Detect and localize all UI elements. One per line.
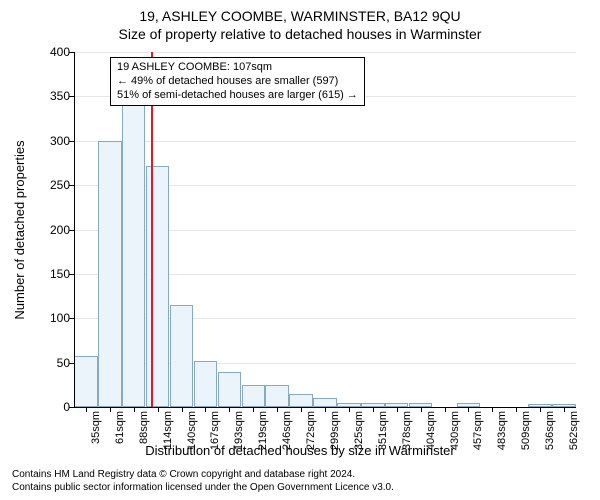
x-tick-label: 140sqm — [186, 411, 198, 451]
footer: Contains HM Land Registry data © Crown c… — [12, 468, 588, 494]
figure-root: 19, ASHLEY COOMBE, WARMINSTER, BA12 9QU … — [0, 0, 600, 500]
x-axis-line — [74, 407, 576, 408]
histogram-bar — [170, 305, 193, 407]
x-tick-label: 404sqm — [425, 411, 437, 451]
x-tick-label: 114sqm — [162, 411, 174, 451]
x-tick-label: 193sqm — [233, 411, 245, 451]
histogram-bar — [194, 361, 217, 407]
y-tick-label: 0 — [20, 400, 70, 414]
title-line1: 19, ASHLEY COOMBE, WARMINSTER, BA12 9QU — [0, 0, 600, 24]
footer-line2: Contains public sector information licen… — [12, 481, 588, 494]
grid-line — [74, 141, 576, 142]
footer-line1: Contains HM Land Registry data © Crown c… — [12, 468, 588, 481]
grid-line — [74, 52, 576, 53]
x-tick-label: 325sqm — [353, 411, 365, 451]
histogram-bar — [146, 166, 169, 407]
y-tick-label: 100 — [20, 311, 70, 325]
histogram-bar — [74, 356, 97, 407]
x-tick-label: 272sqm — [305, 411, 317, 451]
x-tick-label: 430sqm — [449, 411, 461, 451]
annotation-box: 19 ASHLEY COOMBE: 107sqm ← 49% of detach… — [110, 57, 365, 106]
y-tick-label: 400 — [20, 45, 70, 59]
x-tick-label: 457sqm — [472, 411, 484, 451]
x-tick-label: 509sqm — [520, 411, 532, 451]
x-tick-label: 351sqm — [377, 411, 389, 451]
title-line2: Size of property relative to detached ho… — [0, 26, 600, 42]
x-tick-label: 562sqm — [568, 411, 580, 451]
x-tick-label: 35sqm — [90, 411, 102, 451]
histogram-bar — [289, 394, 312, 407]
annotation-line1: 19 ASHLEY COOMBE: 107sqm — [117, 61, 358, 75]
y-tick-label: 300 — [20, 134, 70, 148]
histogram-bar — [242, 385, 265, 407]
y-axis-line — [74, 52, 75, 407]
x-tick-label: 88sqm — [138, 411, 150, 451]
x-tick-label: 219sqm — [257, 411, 269, 451]
x-tick-label: 378sqm — [401, 411, 413, 451]
x-tick-label: 483sqm — [496, 411, 508, 451]
y-tick-label: 350 — [20, 89, 70, 103]
annotation-line2: ← 49% of detached houses are smaller (59… — [117, 75, 358, 89]
y-tick-label: 200 — [20, 223, 70, 237]
x-tick-label: 167sqm — [209, 411, 221, 451]
x-tick-label: 246sqm — [281, 411, 293, 451]
annotation-line3: 51% of semi-detached houses are larger (… — [117, 89, 358, 103]
histogram-bar — [98, 141, 121, 407]
y-tick-label: 250 — [20, 178, 70, 192]
histogram-bar — [313, 398, 336, 407]
y-tick-label: 150 — [20, 267, 70, 281]
x-tick-label: 299sqm — [329, 411, 341, 451]
x-tick-label: 61sqm — [114, 411, 126, 451]
histogram-bar — [265, 385, 288, 407]
y-tick-label: 50 — [20, 356, 70, 370]
plot-area: 19 ASHLEY COOMBE: 107sqm ← 49% of detach… — [74, 52, 576, 407]
x-tick-label: 536sqm — [544, 411, 556, 451]
histogram-bar — [122, 105, 145, 407]
histogram-bar — [218, 372, 241, 408]
